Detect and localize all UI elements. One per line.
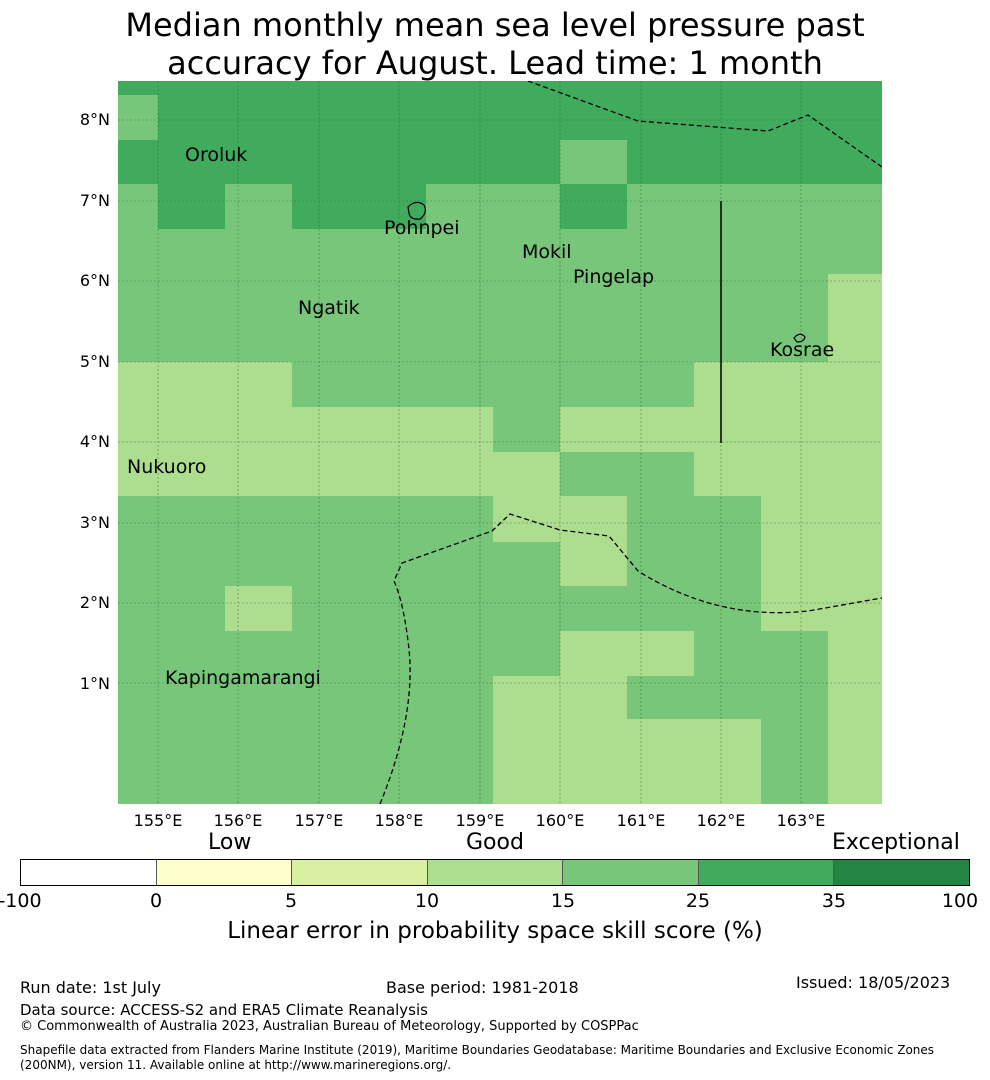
lon-label-155e: 155°E bbox=[133, 811, 183, 830]
colorbar-tick: 0 bbox=[149, 890, 163, 912]
place-label-oroluk: Oroluk bbox=[185, 144, 247, 166]
colorbar-tick: -100 bbox=[0, 890, 42, 912]
place-label-pingelap: Pingelap bbox=[573, 266, 654, 288]
colorbar-category-low: Low bbox=[208, 830, 252, 855]
map-title: Median monthly mean sea level pressure p… bbox=[0, 6, 990, 82]
data-source: Data source: ACCESS-S2 and ERA5 Climate … bbox=[20, 1001, 428, 1019]
lon-label-159e: 159°E bbox=[455, 811, 505, 830]
lon-label-162e: 162°E bbox=[696, 811, 746, 830]
colorbar-label: Linear error in probability space skill … bbox=[227, 918, 763, 944]
islands bbox=[407, 201, 806, 343]
lat-label-8n: 8°N bbox=[79, 110, 110, 129]
colorbar-tick: 5 bbox=[284, 890, 298, 912]
lat-label-6n: 6°N bbox=[79, 271, 110, 290]
skill-score-map: Oroluk Pohnpei Mokil Pingelap Ngatik Kos… bbox=[118, 81, 882, 804]
place-label-pohnpei: Pohnpei bbox=[384, 217, 460, 239]
lat-label-5n: 5°N bbox=[79, 352, 110, 371]
lon-label-158e: 158°E bbox=[374, 811, 424, 830]
place-label-kapingamarangi: Kapingamarangi bbox=[165, 667, 321, 689]
lat-label-7n: 7°N bbox=[79, 191, 110, 210]
lon-label-157e: 157°E bbox=[294, 811, 344, 830]
colorbar-swatch bbox=[21, 860, 157, 885]
colorbar-swatch bbox=[834, 860, 970, 885]
colorbar-swatch bbox=[156, 860, 293, 885]
eez-boundaries bbox=[379, 81, 882, 804]
shapefile-credit-1: Shapefile data extracted from Flanders M… bbox=[20, 1043, 935, 1057]
lat-label-3n: 3°N bbox=[79, 513, 110, 532]
place-label-ngatik: Ngatik bbox=[298, 297, 360, 319]
place-label-kosrae: Kosrae bbox=[770, 339, 834, 361]
colorbar-tick: 100 bbox=[941, 890, 979, 912]
colorbar-swatch bbox=[427, 860, 564, 885]
lon-label-160e: 160°E bbox=[535, 811, 585, 830]
base-period: Base period: 1981-2018 bbox=[386, 978, 579, 997]
colorbar-swatch bbox=[698, 860, 835, 885]
colorbar-tick: 10 bbox=[414, 890, 440, 912]
copyright: © Commonwealth of Australia 2023, Austra… bbox=[20, 1019, 639, 1034]
place-label-nukuoro: Nukuoro bbox=[127, 456, 206, 478]
colorbar-category-exceptional: Exceptional bbox=[832, 830, 960, 855]
lon-label-156e: 156°E bbox=[213, 811, 263, 830]
shapefile-credit-2: (200NM), version 11. Available online at… bbox=[20, 1058, 452, 1072]
colorbar-category-good: Good bbox=[466, 830, 524, 855]
lat-label-1n: 1°N bbox=[79, 674, 110, 693]
colorbar-swatch bbox=[292, 860, 428, 885]
colorbar-tick: 35 bbox=[821, 890, 847, 912]
map-grid-cells bbox=[118, 81, 882, 804]
lat-label-4n: 4°N bbox=[79, 432, 110, 451]
issued-date: Issued: 18/05/2023 bbox=[796, 973, 951, 992]
place-labels: Oroluk Pohnpei Mokil Pingelap Ngatik Kos… bbox=[127, 144, 834, 689]
title-line-1: Median monthly mean sea level pressure p… bbox=[125, 6, 865, 44]
place-label-mokil: Mokil bbox=[522, 241, 572, 263]
run-date: Run date: 1st July bbox=[20, 978, 161, 997]
colorbar-tick: 15 bbox=[550, 890, 576, 912]
colorbar-swatch bbox=[563, 860, 699, 885]
title-line-2: accuracy for August. Lead time: 1 month bbox=[167, 44, 823, 82]
colorbar bbox=[20, 859, 970, 886]
lat-label-2n: 2°N bbox=[79, 593, 110, 612]
colorbar-tick: 25 bbox=[685, 890, 711, 912]
lon-label-163e: 163°E bbox=[776, 811, 826, 830]
lon-label-161e: 161°E bbox=[616, 811, 666, 830]
